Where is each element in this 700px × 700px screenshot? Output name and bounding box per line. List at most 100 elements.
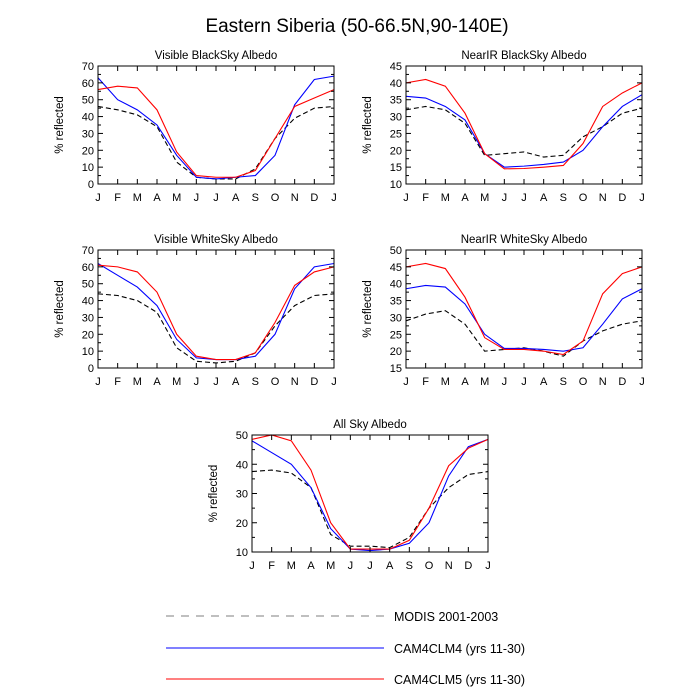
x-tick-label: D <box>618 192 626 204</box>
y-tick-label: 60 <box>82 78 94 90</box>
x-tick-label: D <box>310 376 318 388</box>
x-tick-label: M <box>441 376 450 388</box>
x-tick-label: O <box>579 376 588 388</box>
x-tick-label: A <box>540 376 548 388</box>
x-tick-label: N <box>445 560 453 572</box>
plot-frame <box>97 65 335 185</box>
chart-title: Visible BlackSky Albedo <box>155 50 278 62</box>
y-tick-label: 15 <box>390 363 402 375</box>
y-tick-label: 10 <box>82 346 94 358</box>
series-line-modis <box>97 105 335 180</box>
x-tick-label: J <box>485 560 491 572</box>
x-tick-label: M <box>172 376 181 388</box>
x-tick-label: A <box>461 376 469 388</box>
x-tick-label: J <box>213 192 219 204</box>
y-tick-label: 25 <box>390 329 402 341</box>
x-tick-label: J <box>639 376 645 388</box>
x-tick-label: M <box>133 376 142 388</box>
chart-title: NearIR WhiteSky Albedo <box>461 234 588 246</box>
x-tick-label: D <box>464 560 472 572</box>
x-tick-label: A <box>307 560 315 572</box>
y-tick-label: 30 <box>236 489 248 501</box>
x-tick-label: J <box>502 192 508 204</box>
x-tick-label: F <box>114 192 121 204</box>
y-tick-label: 20 <box>236 518 248 530</box>
x-tick-label: J <box>367 560 373 572</box>
x-tick-label: M <box>287 560 296 572</box>
x-tick-label: J <box>249 560 255 572</box>
x-tick-label: S <box>406 560 413 572</box>
series-line-clm5 <box>97 85 335 178</box>
y-tick-label: 35 <box>390 296 402 308</box>
y-tick-label: 25 <box>390 128 402 140</box>
x-tick-label: A <box>153 192 161 204</box>
series-line-clm5 <box>251 434 489 550</box>
x-tick-label: M <box>441 192 450 204</box>
x-tick-label: S <box>252 192 259 204</box>
x-tick-label: M <box>133 192 142 204</box>
y-tick-label: 35 <box>390 95 402 107</box>
series-line-modis <box>97 293 335 364</box>
legend-modis-label: MODIS 2001-2003 <box>394 610 498 624</box>
y-tick-label: 50 <box>390 245 402 257</box>
chart-panel-1: Visible BlackSky Albedo % reflected 0 10 20 3… <box>54 50 337 204</box>
y-tick-label: 30 <box>390 312 402 324</box>
x-tick-label: S <box>560 192 567 204</box>
y-tick-label: 0 <box>88 179 94 191</box>
x-tick-label: J <box>213 376 219 388</box>
x-tick-label: J <box>194 376 200 388</box>
y-tick-label: 20 <box>82 329 94 341</box>
x-tick-label: N <box>291 192 299 204</box>
y-tick-label: 45 <box>390 61 402 73</box>
y-axis-label: % reflected <box>362 280 374 338</box>
x-tick-label: A <box>232 376 240 388</box>
x-tick-label: J <box>639 192 645 204</box>
y-axis-label: % reflected <box>362 96 374 154</box>
panels: Visible BlackSky Albedo % reflected 0 10 20 3… <box>54 50 645 572</box>
x-tick-label: A <box>386 560 394 572</box>
y-tick-label: 10 <box>390 179 402 191</box>
x-tick-label: J <box>403 376 409 388</box>
x-tick-label: J <box>403 192 409 204</box>
y-axis-label: % reflected <box>54 96 66 154</box>
chart-title: Visible WhiteSky Albedo <box>154 234 278 246</box>
x-tick-label: J <box>521 192 527 204</box>
x-tick-label: N <box>599 192 607 204</box>
x-tick-label: M <box>480 376 489 388</box>
chart-title: NearIR BlackSky Albedo <box>461 50 586 62</box>
x-tick-label: A <box>540 192 548 204</box>
series-line-clm5 <box>405 262 643 356</box>
y-tick-label: 40 <box>236 459 248 471</box>
x-tick-label: A <box>232 192 240 204</box>
y-tick-label: 10 <box>236 547 248 559</box>
series-line-clm5 <box>97 264 335 361</box>
chart-panel-2: NearIR BlackSky Albedo % reflected 10 15 20 2… <box>362 50 645 204</box>
y-tick-label: 40 <box>82 112 94 124</box>
y-tick-label: 0 <box>88 363 94 375</box>
x-tick-label: O <box>271 376 280 388</box>
x-tick-label: O <box>425 560 434 572</box>
x-tick-label: J <box>95 192 101 204</box>
y-tick-label: 10 <box>82 162 94 174</box>
x-tick-label: J <box>331 376 337 388</box>
y-tick-label: 20 <box>82 145 94 157</box>
chart-panel-3: Visible WhiteSky Albedo % reflected 0 10 20 3… <box>54 234 337 388</box>
x-tick-label: D <box>618 376 626 388</box>
legend-clm5-label: CAM4CLM5 (yrs 11-30) <box>394 673 525 687</box>
y-tick-label: 70 <box>82 245 94 257</box>
series-line-clm4 <box>97 75 335 180</box>
x-tick-label: J <box>521 376 527 388</box>
x-tick-label: J <box>95 376 101 388</box>
x-tick-label: J <box>194 192 200 204</box>
x-tick-label: F <box>422 192 429 204</box>
x-tick-label: J <box>331 192 337 204</box>
chart-title: All Sky Albedo <box>333 419 407 431</box>
series-line-modis <box>251 469 489 549</box>
x-tick-label: A <box>153 376 161 388</box>
y-axis-label: % reflected <box>54 280 66 338</box>
series-line-clm5 <box>405 78 643 170</box>
y-tick-label: 45 <box>390 262 402 274</box>
x-tick-label: A <box>461 192 469 204</box>
x-tick-label: M <box>326 560 335 572</box>
